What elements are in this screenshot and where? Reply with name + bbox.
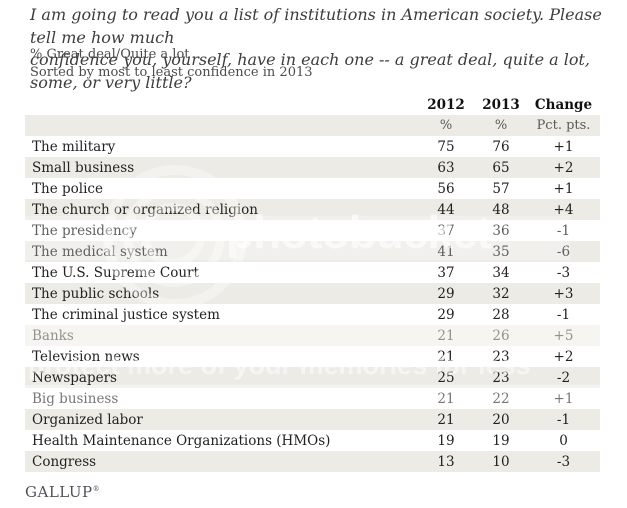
value-2012: 29 (437, 306, 455, 323)
value-2013: 57 (492, 180, 510, 197)
institution-name: The military (32, 138, 116, 155)
column-header-2012: 2012 (427, 97, 465, 113)
value-2013: 20 (492, 411, 510, 428)
table-header-row: 2012 2013 Change (25, 95, 600, 115)
confidence-table: 2012 2013 Change % % Pct. pts. The milit… (25, 95, 600, 472)
table-row: Television news 21 23 +2 (25, 346, 600, 367)
value-2012: 19 (437, 432, 455, 449)
table-row: The police 56 57 +1 (25, 178, 600, 199)
value-change: +1 (553, 390, 574, 407)
table-row: The military 75 76 +1 (25, 136, 600, 157)
value-change: +2 (553, 159, 574, 176)
institution-name: Banks (32, 327, 74, 344)
value-2013: 28 (492, 306, 510, 323)
value-change: 0 (559, 432, 568, 449)
value-change: -1 (556, 222, 571, 239)
value-change: -6 (556, 243, 571, 260)
table-row: Banks 21 26 +5 (25, 325, 600, 346)
units-change: Pct. pts. (536, 118, 591, 133)
value-2012: 37 (437, 222, 455, 239)
value-2013: 36 (492, 222, 510, 239)
value-2012: 13 (437, 453, 455, 470)
value-2013: 65 (492, 159, 510, 176)
value-2013: 23 (492, 348, 510, 365)
institution-name: The medical system (32, 243, 168, 260)
institution-name: Newspapers (32, 369, 117, 386)
table-row: The U.S. Supreme Court 37 34 -3 (25, 262, 600, 283)
survey-question-line2: confidence you, yourself, have in each o… (30, 50, 591, 92)
value-2012: 25 (437, 369, 455, 386)
value-change: +1 (553, 138, 574, 155)
institution-name: Big business (32, 390, 119, 407)
institution-name: The U.S. Supreme Court (32, 264, 199, 281)
column-header-change: Change (534, 97, 593, 113)
value-2013: 26 (492, 327, 510, 344)
value-change: +2 (553, 348, 574, 365)
value-change: -3 (556, 264, 571, 281)
value-2013: 23 (492, 369, 510, 386)
institution-name: The presidency (32, 222, 137, 239)
table-row: Big business 21 22 +1 (25, 388, 600, 409)
institution-name: Small business (32, 159, 135, 176)
value-2013: 32 (492, 285, 510, 302)
value-2013: 10 (492, 453, 510, 470)
units-2013: % (494, 118, 508, 133)
value-2012: 41 (437, 243, 455, 260)
survey-question-line1: I am going to read you a list of institu… (30, 5, 602, 47)
column-header-2013: 2013 (482, 97, 520, 113)
institution-name: Health Maintenance Organizations (HMOs) (32, 432, 331, 449)
table-row: Organized labor 21 20 -1 (25, 409, 600, 430)
institution-name: The criminal justice system (32, 306, 220, 323)
institution-name: The public schools (32, 285, 160, 302)
units-2012: % (439, 118, 453, 133)
value-2012: 21 (437, 390, 455, 407)
table-row: The public schools 29 32 +3 (25, 283, 600, 304)
measure-label: % Great deal/Quite a lot (30, 47, 190, 62)
value-2012: 21 (437, 348, 455, 365)
value-2012: 21 (437, 327, 455, 344)
value-change: +3 (553, 285, 574, 302)
value-change: +4 (553, 201, 574, 218)
institution-name: The church or organized religion (32, 201, 258, 218)
value-2013: 35 (492, 243, 510, 260)
gallup-logo: GALLUP® (25, 483, 100, 501)
table-units-row: % % Pct. pts. (25, 115, 600, 136)
value-change: -1 (556, 306, 571, 323)
value-change: -2 (556, 369, 571, 386)
table-row: Health Maintenance Organizations (HMOs) … (25, 430, 600, 451)
value-2013: 76 (492, 138, 510, 155)
value-change: -3 (556, 453, 571, 470)
value-2013: 19 (492, 432, 510, 449)
registered-trademark-icon: ® (92, 485, 101, 493)
table-body: The military 75 76 +1 Small business 63 … (25, 136, 600, 472)
sort-note: Sorted by most to least confidence in 20… (30, 65, 313, 80)
gallup-wordmark: GALLUP (25, 483, 93, 501)
value-2012: 75 (437, 138, 455, 155)
value-change: +5 (553, 327, 574, 344)
value-2012: 37 (437, 264, 455, 281)
table-row: Small business 63 65 +2 (25, 157, 600, 178)
table-row: Congress 13 10 -3 (25, 451, 600, 472)
institution-name: Organized labor (32, 411, 143, 428)
value-2013: 48 (492, 201, 510, 218)
table-row: Newspapers 25 23 -2 (25, 367, 600, 388)
value-change: -1 (556, 411, 571, 428)
table-row: The medical system 41 35 -6 (25, 241, 600, 262)
value-change: +1 (553, 180, 574, 197)
institution-name: The police (32, 180, 103, 197)
institution-name: Congress (32, 453, 97, 470)
value-2012: 29 (437, 285, 455, 302)
table-row: The criminal justice system 29 28 -1 (25, 304, 600, 325)
value-2012: 63 (437, 159, 455, 176)
value-2013: 22 (492, 390, 510, 407)
value-2013: 34 (492, 264, 510, 281)
value-2012: 21 (437, 411, 455, 428)
table-row: The church or organized religion 44 48 +… (25, 199, 600, 220)
value-2012: 56 (437, 180, 455, 197)
table-row: The presidency 37 36 -1 (25, 220, 600, 241)
value-2012: 44 (437, 201, 455, 218)
institution-name: Television news (32, 348, 140, 365)
survey-question: I am going to read you a list of institu… (30, 4, 621, 94)
